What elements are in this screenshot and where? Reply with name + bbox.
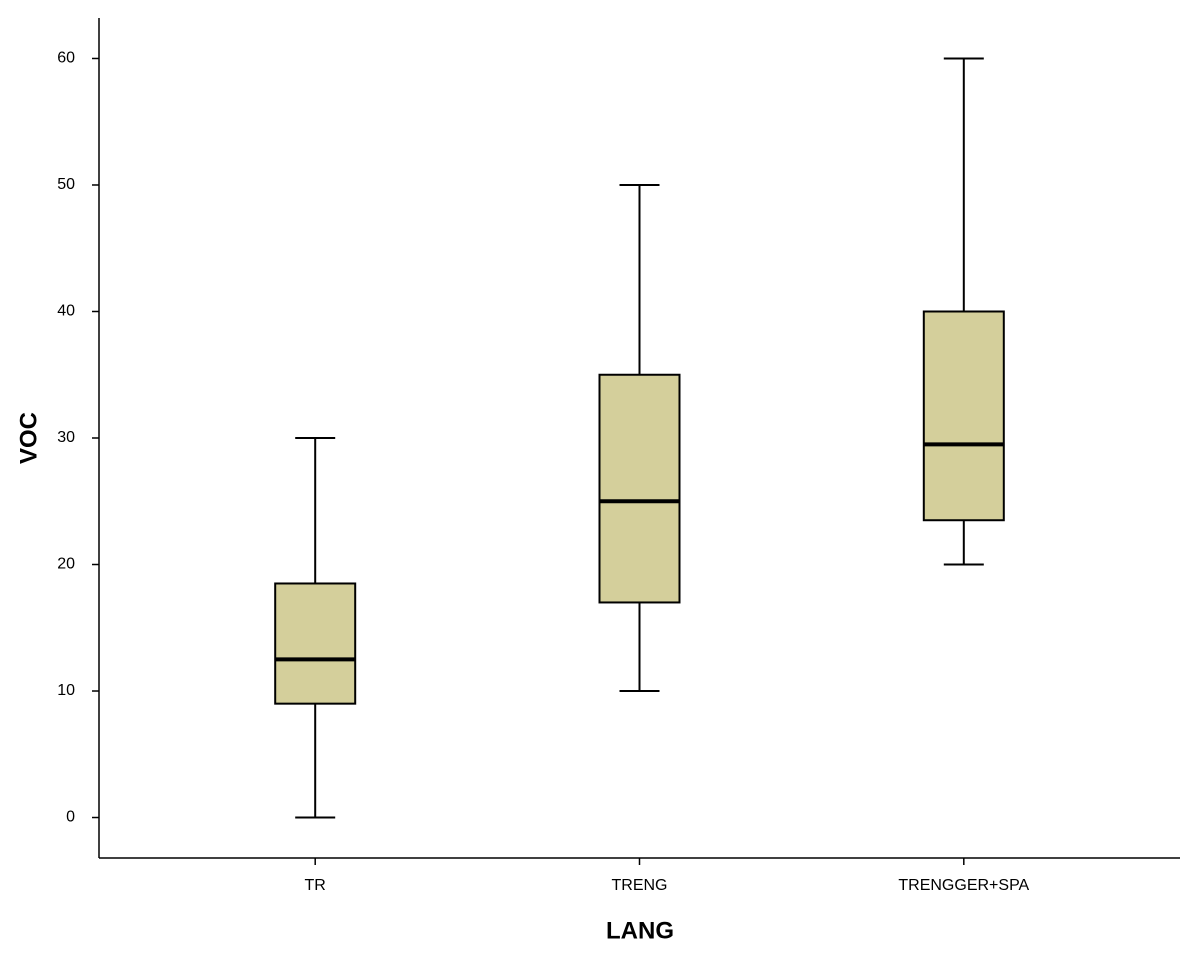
y-tick-label: 60	[57, 50, 75, 67]
box	[274, 582, 357, 705]
y-tick-label: 30	[57, 429, 75, 446]
y-tick-label: 20	[57, 556, 75, 573]
x-axis-title: LANG	[606, 917, 674, 944]
x-tick-label: TRENGGER+SPA	[898, 877, 1029, 894]
x-tick-label: TRENG	[612, 877, 668, 894]
box	[922, 310, 1005, 522]
box	[598, 373, 681, 604]
y-axis-title: VOC	[15, 412, 42, 464]
y-tick-label: 0	[66, 809, 75, 826]
y-tick-label: 40	[57, 303, 75, 320]
x-tick-label: TR	[305, 877, 326, 894]
y-tick-label: 10	[57, 682, 75, 699]
y-tick-label: 50	[57, 176, 75, 193]
